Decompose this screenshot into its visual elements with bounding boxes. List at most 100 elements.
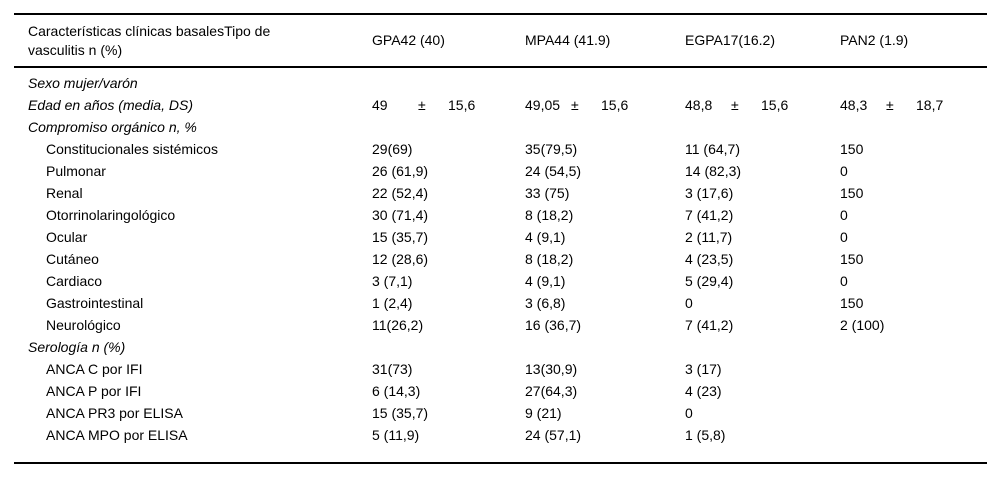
cell-value: 13(30,9) <box>525 361 578 377</box>
cell-value: 2 (11,7) <box>685 229 733 245</box>
mean-value: 48,3 <box>840 97 868 113</box>
row-label: ANCA MPO por ELISA <box>46 427 188 443</box>
cell-value <box>685 67 840 94</box>
plus-minus-symbol: ± <box>418 97 426 113</box>
table-row: Renal 22 (52,4) 33 (75) 3 (17,6) 150 <box>14 182 987 204</box>
table-row: Cutáneo 12 (28,6) 8 (18,2) 4 (23,5) 150 <box>14 248 987 270</box>
cell-value: 27(64,3) <box>525 383 578 399</box>
header-col-egpa: EGPA17(16.2) <box>685 15 840 68</box>
sd-value: 15,6 <box>761 97 789 113</box>
cell-value: 4 (9,1) <box>525 229 566 245</box>
cell-value: 22 (52,4) <box>372 185 429 201</box>
clinical-characteristics-table: Características clínicas basalesTipo de … <box>14 13 987 464</box>
mean-value: 49 <box>372 97 388 113</box>
row-label: Pulmonar <box>46 163 106 179</box>
cell-value: 7 (41,2) <box>685 207 734 223</box>
cell-value <box>840 67 987 94</box>
cell-value: 48,8 ±15,6 <box>685 94 840 116</box>
cell-value: 3 (7,1) <box>372 273 413 289</box>
cell-value: 11(26,2) <box>372 317 424 333</box>
cell-value <box>840 380 987 402</box>
cell-value: 14 (82,3) <box>685 163 742 179</box>
cell-value <box>372 116 525 138</box>
cell-value: 4 (23) <box>685 383 722 399</box>
table-row: ANCA MPO por ELISA 5 (11,9) 24 (57,1) 1 (5,… <box>14 424 987 446</box>
cell-value: 24 (54,5) <box>525 163 582 179</box>
cell-value: 4 (9,1) <box>525 273 566 289</box>
cell-value: 3 (17,6) <box>685 185 734 201</box>
cell-value: 15 (35,7) <box>372 405 429 421</box>
plus-minus-symbol: ± <box>571 97 579 113</box>
header-row-label: Características clínicas basalesTipo de … <box>14 15 372 68</box>
cell-value: 24 (57,1) <box>525 427 582 443</box>
data-table: Características clínicas basalesTipo de … <box>14 15 987 446</box>
row-label: Compromiso orgánico n, % <box>28 119 197 135</box>
plus-minus-symbol: ± <box>731 97 739 113</box>
cell-value: 15 (35,7) <box>372 229 429 245</box>
row-label: Constitucionales sistémicos <box>46 141 218 157</box>
sd-value: 15,6 <box>448 97 476 113</box>
sd-value: 18,7 <box>916 97 944 113</box>
cell-value <box>685 336 840 358</box>
row-label: Serología n (%) <box>28 339 126 355</box>
cell-value: 33 (75) <box>525 185 570 201</box>
cell-value: 30 (71,4) <box>372 207 429 223</box>
table-row: ANCA PR3 por ELISA 15 (35,7) 9 (21) 0 <box>14 402 987 424</box>
cell-value: 4 (23,5) <box>685 251 734 267</box>
cell-value <box>372 336 525 358</box>
cell-value: 48,3 ±18,7 <box>840 94 987 116</box>
cell-value: 49,05 ±15,6 <box>525 94 685 116</box>
header-label-line2: vasculitis n (%) <box>28 41 123 58</box>
header-row: Características clínicas basalesTipo de … <box>14 15 987 68</box>
cell-value: 16 (36,7) <box>525 317 582 333</box>
cell-value: 150 <box>840 185 864 201</box>
mean-value: 48,8 <box>685 97 713 113</box>
table-row: Neurológico 11(26,2) 16 (36,7) 7 (41,2) 2 (1… <box>14 314 987 336</box>
cell-value: 0 <box>685 295 693 311</box>
cell-value <box>840 424 987 446</box>
cell-value: 11 (64,7) <box>685 141 740 157</box>
table-row: Constitucionales sistémicos 29(69) 35(79,5… <box>14 138 987 160</box>
row-label: ANCA PR3 por ELISA <box>46 405 183 421</box>
table-body: Sexo mujer/varón Edad en años (media, DS)… <box>14 67 987 446</box>
row-label: ANCA P por IFI <box>46 383 142 399</box>
table-row: ANCA P por IFI 6 (14,3) 27(64,3) 4 (23) <box>14 380 987 402</box>
header-col-mpa: MPA44 (41.9) <box>525 15 685 68</box>
cell-value: 150 <box>840 141 864 157</box>
cell-value: 26 (61,9) <box>372 163 429 179</box>
cell-value: 150 <box>840 251 864 267</box>
cell-value: 8 (18,2) <box>525 251 574 267</box>
header-col-pan: PAN2 (1.9) <box>840 15 987 68</box>
cell-value: 9 (21) <box>525 405 562 421</box>
cell-value: 0 <box>840 207 848 223</box>
cell-value: 31(73) <box>372 361 413 377</box>
cell-value: 7 (41,2) <box>685 317 734 333</box>
cell-value <box>372 67 525 94</box>
row-label: Cardiaco <box>46 273 103 289</box>
row-label: Cutáneo <box>46 251 99 267</box>
row-label: ANCA C por IFI <box>46 361 143 377</box>
table-row: Serología n (%) <box>14 336 987 358</box>
header-col-gpa: GPA42 (40) <box>372 15 525 68</box>
row-label: Neurológico <box>46 317 121 333</box>
cell-value <box>840 358 987 380</box>
table-row: Ocular 15 (35,7) 4 (9,1) 2 (11,7) 0 <box>14 226 987 248</box>
row-label: Sexo mujer/varón <box>28 75 138 91</box>
cell-value: 0 <box>840 229 848 245</box>
cell-value: 1 (5,8) <box>685 427 726 443</box>
table-row: Sexo mujer/varón <box>14 67 987 94</box>
row-label: Otorrinolaringológico <box>46 207 176 223</box>
cell-value: 49 ±15,6 <box>372 94 525 116</box>
cell-value: 12 (28,6) <box>372 251 429 267</box>
cell-value <box>525 336 685 358</box>
row-label: Ocular <box>46 229 88 245</box>
cell-value <box>525 67 685 94</box>
table-row: Otorrinolaringológico 30 (71,4) 8 (18,2) 7 … <box>14 204 987 226</box>
table-row: Pulmonar 26 (61,9) 24 (54,5) 14 (82,3) 0 <box>14 160 987 182</box>
row-label: Renal <box>46 185 83 201</box>
cell-value: 0 <box>840 163 848 179</box>
cell-value <box>840 116 987 138</box>
cell-value <box>525 116 685 138</box>
cell-value: 6 (14,3) <box>372 383 421 399</box>
cell-value <box>685 116 840 138</box>
